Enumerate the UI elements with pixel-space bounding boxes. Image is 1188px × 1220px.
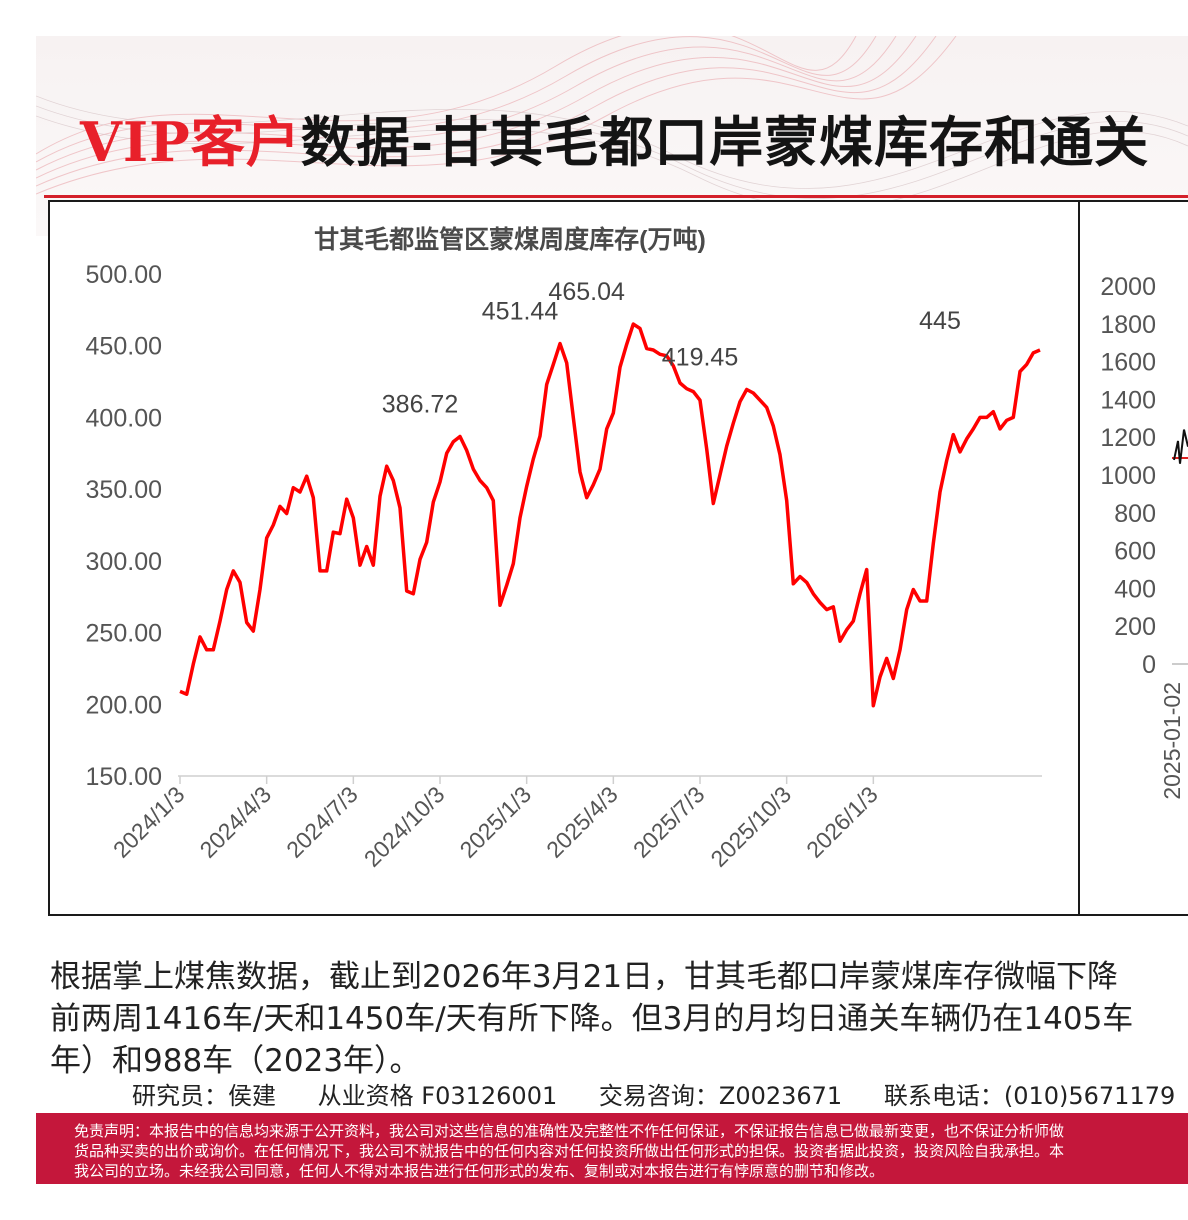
disclaimer-line: 货品种买卖的出价或询价。在任何情况下，我公司不就报告中的任何内容对任何投资所做出… (74, 1142, 1065, 1160)
y-tick-label: 400 (1114, 575, 1156, 603)
x-tick-label: 2025-01-02 (1159, 682, 1185, 800)
x-tick-label: 2025/4/3 (541, 781, 623, 863)
title-divider (44, 195, 1188, 198)
y-tick-label: 1200 (1100, 424, 1156, 452)
data-label: 445 (919, 307, 961, 335)
inventory-chart-panel: 甘其毛都监管区蒙煤周度库存(万吨) 500.00 450.00 400.00 350.… (48, 200, 1082, 916)
inventory-series-line (179, 322, 1041, 708)
header-wave-decoration (36, 36, 1188, 209)
x-tick-label: 2026/1/3 (801, 781, 883, 863)
researcher-phone: 联系电话：(010)5671179 (883, 1082, 1176, 1110)
x-tick-label: 2024/10/3 (359, 781, 450, 872)
data-label: 465.04 (548, 278, 625, 306)
y-tick-label: 1600 (1100, 349, 1156, 377)
slide: VIP客户数据-甘其毛都口岸蒙煤库存和通关 甘其毛都监管区蒙煤周度库存(万吨) … (36, 36, 1188, 1184)
y-tick-label: 250.00 (86, 620, 162, 648)
x-tick-label: 2024/1/3 (108, 781, 190, 863)
chart-title: 甘其毛都监管区蒙煤周度库存(万吨) (314, 225, 706, 254)
y-tick-label: 200 (1114, 613, 1156, 641)
y-tick-label: 350.00 (86, 476, 162, 504)
y-tick-label: 2000 (1100, 273, 1156, 301)
y-tick-label: 600 (1114, 538, 1156, 566)
disclaimer-line: 我公司的立场。未经我公司同意，任何人不得对本报告进行任何形式的发布、复制或对本报… (74, 1162, 885, 1180)
summary-text: 根据掌上煤焦数据，截止到2026年3月21日，甘其毛都口岸蒙煤库存微幅下降 前两… (50, 956, 1133, 1082)
researcher-consult: 交易咨询：Z0023671 (598, 1082, 843, 1110)
y-tick-label: 500.00 (86, 261, 162, 289)
x-tick-label: 2025/10/3 (705, 781, 796, 872)
inventory-chart: 甘其毛都监管区蒙煤周度库存(万吨) 500.00 450.00 400.00 350.… (86, 225, 1042, 872)
researcher-info: 研究员：侯建 从业资格 F03126001 交易咨询：Z0023671 联系电话… (132, 1076, 1188, 1111)
y-tick-label: 0 (1142, 651, 1156, 679)
page-title: VIP客户数据-甘其毛都口岸蒙煤库存和通关 (80, 98, 1149, 177)
x-tick-label: 2024/7/3 (281, 781, 363, 863)
y-tick-label: 450.00 (86, 333, 162, 361)
researcher-name: 研究员：侯建 (132, 1082, 276, 1110)
summary-line: 根据掌上煤焦数据，截止到2026年3月21日，甘其毛都口岸蒙煤库存微幅下降 (50, 959, 1119, 995)
y-tick-label: 1800 (1100, 311, 1156, 339)
summary-line: 前两周1416车/天和1450车/天有所下降。但3月的月均日通关车辆仍在1405… (50, 1001, 1134, 1037)
title-vip: VIP客户 (80, 110, 301, 174)
y-tick-label: 800 (1114, 500, 1156, 528)
data-label: 419.45 (662, 344, 738, 372)
disclaimer-bar: 免责声明：本报告中的信息均来源于公开资料，我公司对这些信息的准确性及完整性不作任… (36, 1113, 1188, 1184)
traffic-series-line (1173, 429, 1188, 464)
y-tick-label: 1000 (1100, 462, 1156, 490)
x-tick-label: 2025/1/3 (455, 781, 537, 863)
traffic-chart-panel: 2000 1800 1600 1400 1200 1000 800 600 400 200 0 20… (1078, 200, 1188, 916)
disclaimer-text: 免责声明：本报告中的信息均来源于公开资料，我公司对这些信息的准确性及完整性不作任… (74, 1121, 1064, 1181)
summary-line: 年）和988车（2023年）。 (50, 1043, 421, 1079)
data-label: 451.44 (482, 298, 559, 326)
y-tick-label: 150.00 (86, 763, 162, 791)
x-tick-label: 2024/4/3 (195, 781, 277, 863)
y-tick-label: 300.00 (86, 548, 162, 576)
researcher-license: 从业资格 F03126001 (317, 1082, 558, 1110)
disclaimer-line: 免责声明：本报告中的信息均来源于公开资料，我公司对这些信息的准确性及完整性不作任… (74, 1122, 1065, 1140)
x-axis-right: 2025-01-02 (1159, 682, 1185, 800)
y-tick-label: 1400 (1100, 386, 1156, 414)
y-tick-label: 200.00 (86, 691, 162, 719)
data-label: 386.72 (382, 390, 458, 418)
x-tick-label: 2025/7/3 (628, 781, 710, 863)
y-tick-label: 400.00 (86, 404, 162, 432)
title-main: 数据-甘其毛都口岸蒙煤库存和通关 (300, 110, 1150, 174)
y-axis: 500.00 450.00 400.00 350.00 300.00 250.00 200.… (86, 261, 162, 791)
